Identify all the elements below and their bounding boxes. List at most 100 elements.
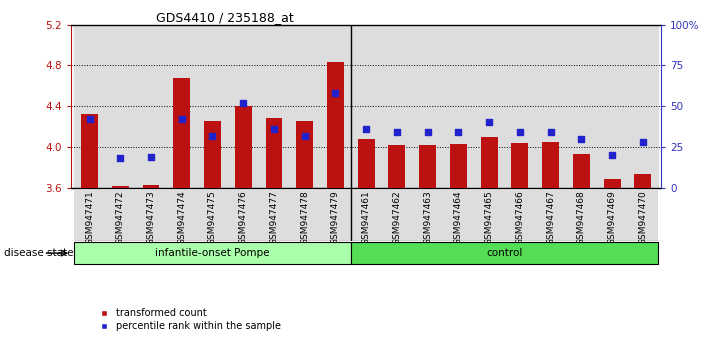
Text: GSM947468: GSM947468 (577, 190, 586, 245)
Bar (259, 25, 289, 188)
Bar (597, 188, 627, 241)
Text: GSM947464: GSM947464 (454, 190, 463, 245)
Bar (81, 114, 98, 188)
Point (145, 154, 156, 160)
Text: GSM947476: GSM947476 (239, 190, 247, 245)
Bar (351, 188, 382, 241)
Bar (419, 145, 436, 188)
Text: GSM947474: GSM947474 (177, 190, 186, 245)
Point (237, 100, 249, 106)
Bar (173, 78, 191, 188)
Bar (289, 188, 320, 241)
Bar (351, 242, 658, 264)
Bar (443, 25, 474, 188)
Bar (320, 25, 351, 188)
Point (637, 139, 648, 145)
Bar (388, 145, 405, 188)
Bar (566, 188, 597, 241)
Point (514, 130, 525, 135)
Bar (573, 154, 589, 188)
Bar (505, 188, 535, 241)
Point (299, 133, 311, 138)
Point (422, 130, 433, 135)
Bar (197, 188, 228, 241)
Bar (143, 184, 159, 188)
Bar (542, 142, 559, 188)
Bar (228, 25, 259, 188)
Bar (228, 188, 259, 241)
Bar (105, 188, 136, 241)
Bar (627, 25, 658, 188)
Bar (166, 25, 197, 188)
Bar (296, 121, 313, 188)
Text: disease state: disease state (4, 248, 73, 258)
Bar (289, 25, 320, 188)
Text: GSM947471: GSM947471 (85, 190, 94, 245)
Bar (382, 25, 412, 188)
Text: GSM947462: GSM947462 (392, 190, 402, 245)
Point (207, 133, 218, 138)
Bar (259, 188, 289, 241)
Text: GSM947475: GSM947475 (208, 190, 217, 245)
Bar (74, 25, 105, 188)
Point (483, 120, 495, 125)
Bar (204, 121, 221, 188)
Text: GSM947478: GSM947478 (300, 190, 309, 245)
Point (84, 116, 95, 122)
Bar (450, 144, 467, 188)
Bar (535, 188, 566, 241)
Bar (481, 137, 498, 188)
Bar (597, 25, 627, 188)
Text: GSM947463: GSM947463 (423, 190, 432, 245)
Bar (320, 188, 351, 241)
Bar (412, 25, 443, 188)
Bar (627, 188, 658, 241)
Bar (136, 25, 166, 188)
Text: GSM947472: GSM947472 (116, 190, 124, 245)
Text: GSM947465: GSM947465 (485, 190, 493, 245)
Point (391, 130, 402, 135)
Bar (412, 188, 443, 241)
Text: GSM947469: GSM947469 (608, 190, 616, 245)
Text: GSM947461: GSM947461 (362, 190, 370, 245)
Bar (604, 179, 621, 188)
Bar (505, 25, 535, 188)
Point (360, 126, 372, 132)
Text: GDS4410 / 235188_at: GDS4410 / 235188_at (156, 11, 294, 24)
Text: GSM947466: GSM947466 (515, 190, 524, 245)
Bar (265, 118, 282, 188)
Bar (443, 188, 474, 241)
Text: GSM947479: GSM947479 (331, 190, 340, 245)
Bar (235, 106, 252, 188)
Bar (74, 188, 105, 241)
Text: control: control (486, 247, 523, 258)
Bar (136, 188, 166, 241)
Point (545, 130, 556, 135)
Bar (474, 25, 505, 188)
Point (176, 116, 188, 122)
Point (576, 136, 587, 142)
Bar (105, 25, 136, 188)
Point (268, 126, 279, 132)
Bar (358, 139, 375, 188)
Text: infantile-onset Pompe: infantile-onset Pompe (155, 247, 269, 258)
Bar (511, 143, 528, 188)
Bar (327, 62, 344, 188)
Bar (566, 25, 597, 188)
Text: GSM947477: GSM947477 (269, 190, 279, 245)
Point (114, 155, 126, 161)
Point (453, 130, 464, 135)
Point (606, 152, 618, 158)
Legend: transformed count, percentile rank within the sample: transformed count, percentile rank withi… (90, 304, 285, 335)
Text: GSM947473: GSM947473 (146, 190, 156, 245)
Point (330, 90, 341, 96)
Bar (634, 175, 651, 188)
Bar (351, 25, 382, 188)
Bar (112, 185, 129, 188)
Bar (166, 188, 197, 241)
Bar (197, 25, 228, 188)
Bar (382, 188, 412, 241)
Bar (74, 242, 351, 264)
Bar (474, 188, 505, 241)
Text: GSM947470: GSM947470 (638, 190, 647, 245)
